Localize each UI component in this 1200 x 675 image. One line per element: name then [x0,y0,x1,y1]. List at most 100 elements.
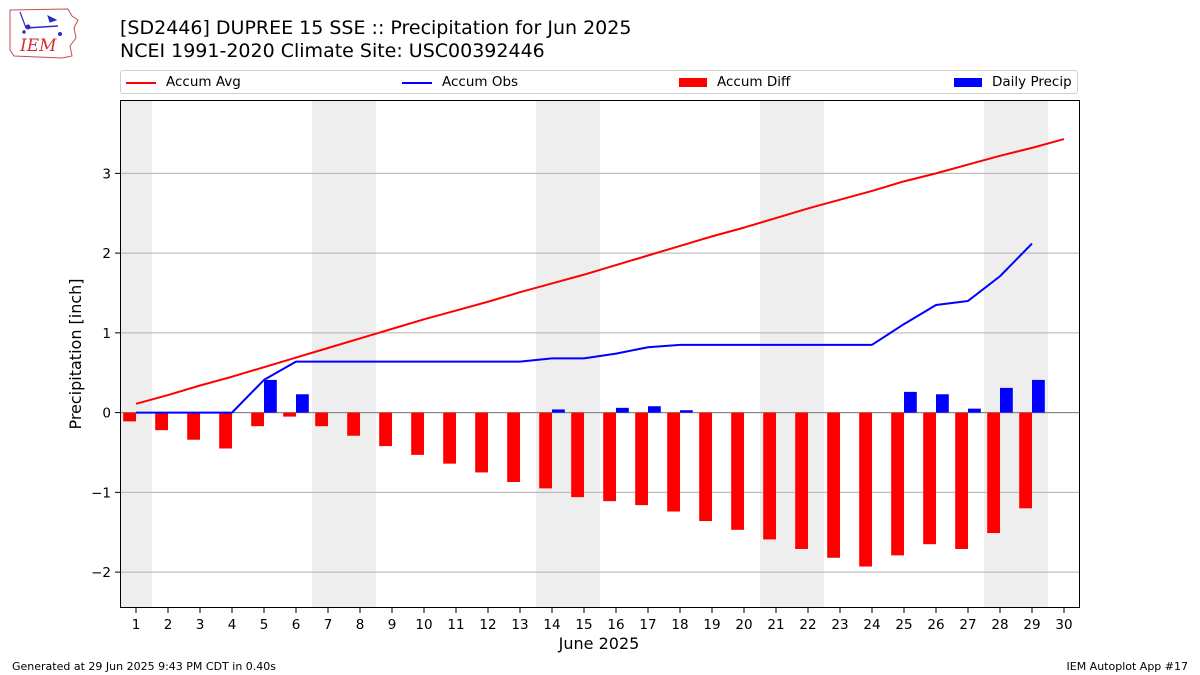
x-axis-label: June 2025 [558,634,640,653]
y-tick-label: −1 [91,485,111,501]
accum-diff-bar [251,412,264,427]
accum-diff-bar [347,412,360,436]
logo-text: IEM [19,36,57,56]
daily-precip-bar [1032,379,1045,413]
y-tick-label: 0 [102,406,111,422]
legend-swatch-daily-precip [954,78,982,87]
iem-logo: IEM [9,8,79,59]
accum-diff-bar [635,412,648,506]
x-tick-label: 19 [703,617,720,633]
x-tick-label: 6 [292,617,301,633]
weekend-shade [536,100,600,608]
chart-subtitle: NCEI 1991-2020 Climate Site: USC00392446 [120,40,545,62]
accum-diff-bar [539,412,552,489]
weekend-shade [120,100,152,608]
accum-obs-line [136,242,1033,414]
legend-label-daily-precip: Daily Precip [992,74,1072,90]
x-tick-label: 4 [228,617,237,633]
accum-diff-bar [443,412,456,464]
y-tick-label: 3 [102,166,111,182]
x-tick-label: 23 [831,617,848,633]
x-tick-label: 27 [959,617,976,633]
x-tick-label: 8 [356,617,365,633]
accum-diff-bar [667,412,680,512]
accum-diff-bar [379,412,392,447]
x-tick-label: 29 [1023,617,1040,633]
x-tick-label: 3 [196,617,205,633]
x-tick-label: 16 [607,617,624,633]
accum-diff-bar [955,412,968,549]
accum-diff-bar [859,412,872,567]
accum-diff-bar [187,412,200,440]
footer-app-label: IEM Autoplot App #17 [1066,660,1189,673]
accum-diff-bar [891,412,904,556]
x-tick-label: 12 [479,617,496,633]
daily-precip-bar [616,407,629,413]
daily-precip-bar [552,409,565,413]
x-tick-label: 30 [1055,617,1072,633]
x-tick-label: 7 [324,617,333,633]
legend-swatch-accum-diff [679,78,707,87]
accum-diff-bar [987,412,1000,534]
accum-avg-line [135,138,1065,405]
daily-precip-bar [1000,387,1013,413]
x-tick-label: 21 [767,617,784,633]
y-axis-label: Precipitation [inch] [66,278,85,429]
plot-frame [120,100,1080,608]
chart-legend: Accum Avg Accum Obs Accum Diff Daily Pre… [120,70,1078,94]
accum-diff-bar [411,412,424,455]
accum-diff-bar [571,412,584,498]
accum-diff-bar [923,412,936,545]
daily-precip-bar [936,394,949,413]
legend-swatch-accum-avg [126,82,156,84]
accum-diff-bar [219,412,232,449]
x-tick-label: 5 [260,617,269,633]
legend-label-accum-diff: Accum Diff [717,74,791,90]
x-tick-label: 2 [164,617,173,633]
legend-label-accum-obs: Accum Obs [442,74,519,90]
x-tick-label: 1 [132,617,141,633]
x-tick-label: 26 [927,617,944,633]
x-tick-label: 25 [895,617,912,633]
x-tick-label: 14 [543,617,560,633]
legend-swatch-accum-obs [402,82,432,84]
accum-diff-bar [155,412,168,431]
y-tick-label: −2 [91,565,111,581]
daily-precip-bar [904,391,917,413]
grid-lines-group [120,172,1080,573]
accum-diff-bar [603,412,616,502]
accum-diff-bar [731,412,744,530]
accum-diff-bar [123,412,136,422]
iowa-outline-shape [9,8,79,59]
x-tick-label: 10 [415,617,432,633]
weekend-shade [312,100,376,608]
x-tick-label: 11 [447,617,464,633]
x-tick-label: 13 [511,617,528,633]
x-tick-label: 28 [991,617,1008,633]
x-tick-label: 18 [671,617,688,633]
accum-diff-bar [283,412,296,417]
daily-precip-bar [648,406,661,413]
accum-diff-bar [699,412,712,522]
lines-group [135,138,1065,414]
accum-diff-bar [507,412,520,482]
weekend-shading-group [120,100,1048,608]
x-tick-label: 9 [388,617,397,633]
y-tick-label: 2 [102,246,111,262]
x-tick-label: 24 [863,617,880,633]
daily-precip-bar [296,394,309,413]
bars-group [123,379,1045,567]
legend-label-accum-avg: Accum Avg [166,74,241,90]
x-tick-label: 15 [575,617,592,633]
x-tick-label: 20 [735,617,752,633]
x-tick-label: 17 [639,617,656,633]
daily-precip-bar [680,410,693,413]
accum-diff-bar [827,412,840,558]
footer-generated-text: Generated at 29 Jun 2025 9:43 PM CDT in … [12,660,277,673]
accum-diff-bar [795,412,808,549]
accum-diff-bar [763,412,776,540]
daily-precip-bar [264,379,277,413]
chart-title: [SD2446] DUPREE 15 SSE :: Precipitation … [120,17,632,39]
